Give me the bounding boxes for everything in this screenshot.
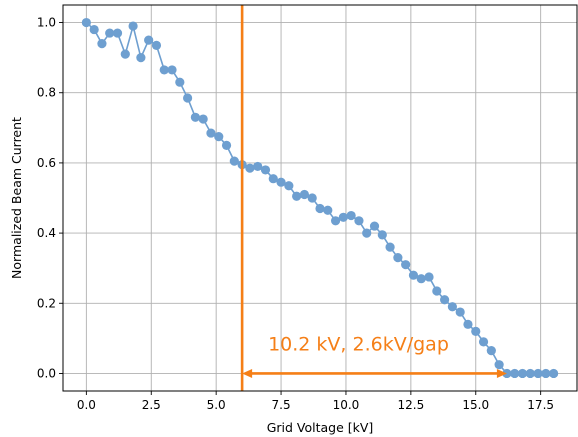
- data-point: [268, 174, 278, 184]
- y-tick-label: 0.8: [37, 86, 56, 100]
- span-arrow-right-head: [496, 368, 507, 378]
- y-axis-label: Normalized Beam Current: [9, 117, 24, 279]
- data-point: [408, 270, 419, 280]
- x-tick-label: 15.0: [462, 398, 489, 412]
- data-point: [128, 21, 138, 31]
- data-point: [471, 326, 481, 336]
- data-point: [167, 65, 177, 75]
- data-point: [253, 161, 263, 172]
- data-point: [245, 163, 255, 173]
- data-point: [346, 210, 356, 221]
- x-tick-label: 2.5: [142, 398, 161, 412]
- data-point: [284, 181, 294, 191]
- data-point: [260, 165, 271, 175]
- data-point: [354, 216, 364, 226]
- data-point: [159, 65, 169, 75]
- data-point: [549, 368, 559, 379]
- data-point: [229, 156, 239, 166]
- x-tick-label: 17.5: [527, 398, 554, 412]
- voltage-annotation: 10.2 kV, 2.6kV/gap: [240, 5, 507, 391]
- y-tick-label: 1.0: [37, 16, 56, 30]
- plot-frame: [62, 4, 578, 392]
- data-point: [338, 212, 348, 222]
- data-point: [151, 40, 162, 50]
- span-arrow-left-head: [242, 368, 253, 378]
- data-point: [299, 189, 310, 200]
- data-point: [120, 49, 130, 59]
- data-point: [292, 191, 302, 201]
- data-point: [183, 93, 193, 103]
- axis-ticks: 0.0 2.5 5.0 7.5 10.0 12.5 15.0 17.5 0.0 0.2 0.4 0.6…: [37, 16, 554, 412]
- data-point: [533, 368, 543, 379]
- data-point: [510, 368, 520, 379]
- data-point: [206, 128, 216, 138]
- y-tick-label: 0.0: [37, 366, 56, 380]
- data-point: [214, 131, 224, 142]
- y-tick-label: 0.6: [37, 156, 56, 170]
- data-point: [424, 272, 434, 282]
- series-line: [85, 21, 554, 375]
- data-point: [323, 205, 333, 215]
- x-tick-label: 7.5: [272, 398, 291, 412]
- data-series: [81, 17, 559, 379]
- data-point: [81, 17, 91, 28]
- data-point: [97, 39, 107, 49]
- data-point: [455, 307, 465, 317]
- data-point: [175, 77, 185, 87]
- data-point: [112, 28, 123, 38]
- data-point: [393, 253, 403, 263]
- data-point: [525, 368, 535, 379]
- x-tick-label: 5.0: [207, 398, 226, 412]
- data-point: [330, 216, 341, 226]
- annotation-text: 10.2 kV, 2.6kV/gap: [268, 334, 449, 356]
- data-point: [401, 260, 411, 270]
- data-point: [463, 319, 473, 329]
- data-point: [221, 140, 232, 150]
- data-point: [478, 337, 489, 347]
- data-point: [198, 114, 208, 124]
- data-point: [307, 193, 317, 203]
- data-point: [494, 360, 504, 370]
- data-point: [416, 274, 426, 284]
- data-point: [315, 203, 325, 214]
- data-point: [486, 346, 496, 356]
- y-tick-label: 0.2: [37, 296, 56, 310]
- data-point: [136, 53, 146, 63]
- data-point: [105, 28, 115, 38]
- x-tick-label: 10.0: [333, 398, 360, 412]
- data-point: [369, 221, 380, 231]
- data-point: [89, 24, 99, 35]
- data-point: [144, 35, 154, 45]
- y-tick-label: 0.4: [37, 226, 56, 240]
- data-point: [276, 177, 286, 187]
- data-point: [517, 368, 528, 379]
- data-point: [440, 295, 450, 305]
- data-point: [541, 368, 551, 379]
- x-tick-label: 12.5: [397, 398, 424, 412]
- data-point: [432, 286, 442, 296]
- data-point: [385, 242, 395, 252]
- grid-lines: [63, 5, 577, 391]
- x-tick-label: 0.0: [77, 398, 96, 412]
- data-point: [362, 228, 372, 238]
- data-point: [377, 230, 387, 240]
- x-axis-label: Grid Voltage [kV]: [267, 420, 374, 435]
- data-point: [447, 302, 457, 312]
- data-point: [190, 112, 200, 122]
